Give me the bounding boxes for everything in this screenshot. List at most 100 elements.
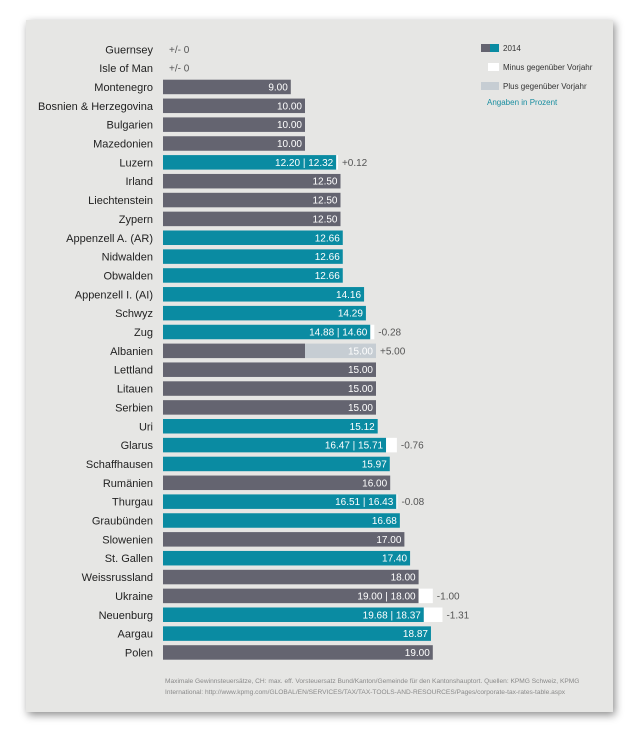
legend-label: Plus gegenüber Vorjahr [503, 82, 587, 91]
category-label: Isle of Man [99, 63, 153, 75]
data-label: 15.00 [348, 365, 373, 376]
category-label: Liechtenstein [88, 195, 153, 207]
bar [163, 550, 411, 566]
data-label: 15.00 [348, 346, 373, 357]
bar [163, 626, 431, 641]
category-label: Mazedonien [93, 139, 153, 151]
bar [163, 645, 433, 660]
category-label: Polen [125, 647, 153, 659]
data-label: 19.00 [405, 648, 430, 659]
data-label: 12.50 [312, 214, 337, 225]
change-label: -0.28 [378, 328, 401, 339]
category-label: Zypern [119, 214, 153, 226]
data-label: 16.68 [372, 516, 397, 527]
bar [163, 192, 341, 208]
bar [163, 607, 424, 622]
category-label: Litauen [117, 384, 153, 396]
category-label: Albanien [110, 346, 153, 358]
bar [163, 79, 291, 95]
change-label: +0.12 [342, 158, 368, 169]
data-label: 12.50 [312, 177, 337, 188]
data-label: 10.00 [277, 120, 302, 131]
category-label: Irland [125, 176, 153, 188]
bar [163, 437, 387, 453]
bar [163, 588, 419, 604]
data-label: 15.00 [348, 384, 373, 395]
bar [163, 155, 337, 170]
category-label: St. Gallen [105, 553, 153, 565]
change-label: -0.08 [401, 497, 424, 508]
category-label: Schaffhausen [86, 459, 153, 471]
data-label: 12.66 [315, 233, 340, 244]
category-label: Graubünden [92, 516, 153, 528]
bar [163, 230, 343, 245]
bar-minus-segment [418, 588, 433, 604]
data-label: 18.00 [391, 573, 416, 584]
data-label: +/- 0 [169, 64, 190, 75]
data-label: 17.00 [376, 535, 401, 546]
category-label: Montenegro [94, 82, 153, 94]
legend-swatch [481, 82, 499, 90]
bar [163, 381, 376, 396]
category-label: Ukraine [115, 591, 153, 603]
change-label: +5.00 [380, 346, 406, 357]
bar [163, 173, 341, 189]
data-label: 10.00 [277, 139, 302, 150]
data-label: 12.20 | 12.32 [275, 158, 334, 169]
source-note: Maximale Gewinnsteuersätze, CH: max. eff… [165, 678, 580, 696]
chart-card: Guernsey +/- 0 Isle of Man +/- 0 Montenegro 9… [26, 20, 613, 712]
category-label: Appenzell I. (AI) [75, 289, 153, 301]
data-label: 16.47 | 15.71 [325, 441, 384, 452]
category-label: Neuenburg [99, 610, 153, 622]
bar [163, 494, 397, 509]
data-label: 14.88 | 14.60 [309, 328, 368, 339]
bar [163, 305, 366, 321]
data-label: 12.66 [315, 271, 340, 282]
bar [163, 532, 405, 547]
category-label: Rumänien [103, 478, 153, 490]
units-note: Angaben in Prozent [487, 98, 558, 107]
bar [163, 456, 390, 472]
change-label: -1.31 [446, 610, 469, 621]
category-label: Serbien [115, 402, 153, 414]
bar [163, 211, 341, 227]
bar [163, 287, 365, 302]
data-label: 19.68 | 18.37 [363, 610, 422, 621]
change-label: -1.00 [437, 591, 460, 602]
bar [163, 249, 343, 264]
data-label: 15.97 [362, 459, 387, 470]
data-label: 17.40 [382, 554, 407, 565]
legend-label: Minus gegenüber Vorjahr [503, 63, 593, 72]
bar-plus-segment [305, 343, 376, 359]
category-label: Appenzell A. (AR) [66, 233, 153, 245]
data-label: 14.29 [338, 309, 363, 320]
data-label: +/- 0 [169, 45, 190, 56]
bar [163, 98, 305, 114]
data-label: 12.50 [312, 196, 337, 207]
bar-minus-segment [386, 437, 397, 453]
legend-swatch [488, 63, 499, 71]
category-label: Weissrussland [82, 572, 153, 584]
data-label: 15.00 [348, 403, 373, 414]
change-label: -0.76 [401, 441, 424, 452]
bar [163, 268, 343, 283]
data-label: 15.12 [350, 422, 375, 433]
category-label: Guernsey [105, 44, 153, 56]
category-label: Schwyz [115, 308, 153, 320]
legend-swatch [481, 44, 490, 52]
bar [163, 569, 419, 585]
bar [163, 400, 376, 415]
bar [163, 343, 305, 359]
category-label: Luzern [119, 157, 153, 169]
bar [163, 117, 305, 132]
category-label: Thurgau [112, 497, 153, 509]
bar [163, 513, 400, 528]
data-label: 9.00 [268, 82, 288, 93]
category-label: Lettland [114, 365, 153, 377]
data-label: 19.00 | 18.00 [357, 591, 416, 602]
category-label: Bulgarien [107, 120, 153, 132]
bar [163, 324, 371, 340]
bar [163, 419, 378, 434]
category-label: Nidwalden [102, 252, 153, 264]
data-label: 16.00 [362, 478, 387, 489]
